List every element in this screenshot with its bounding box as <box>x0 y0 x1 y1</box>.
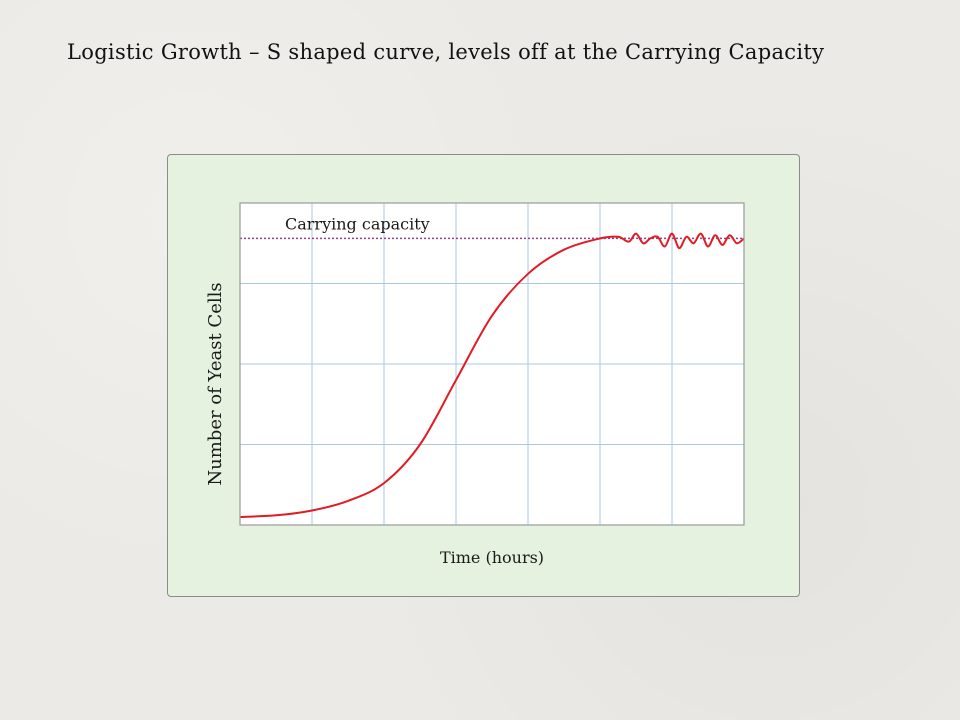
plot-frame <box>239 202 745 526</box>
growth-curve <box>239 232 745 518</box>
y-axis-label: Number of Yeast Cells <box>205 282 226 485</box>
grid-layer <box>240 203 744 525</box>
x-axis-label: Time (hours) <box>440 548 544 567</box>
slide-title: Logistic Growth – S shaped curve, levels… <box>67 40 825 64</box>
carrying-capacity-label: Carrying capacity <box>285 214 430 233</box>
